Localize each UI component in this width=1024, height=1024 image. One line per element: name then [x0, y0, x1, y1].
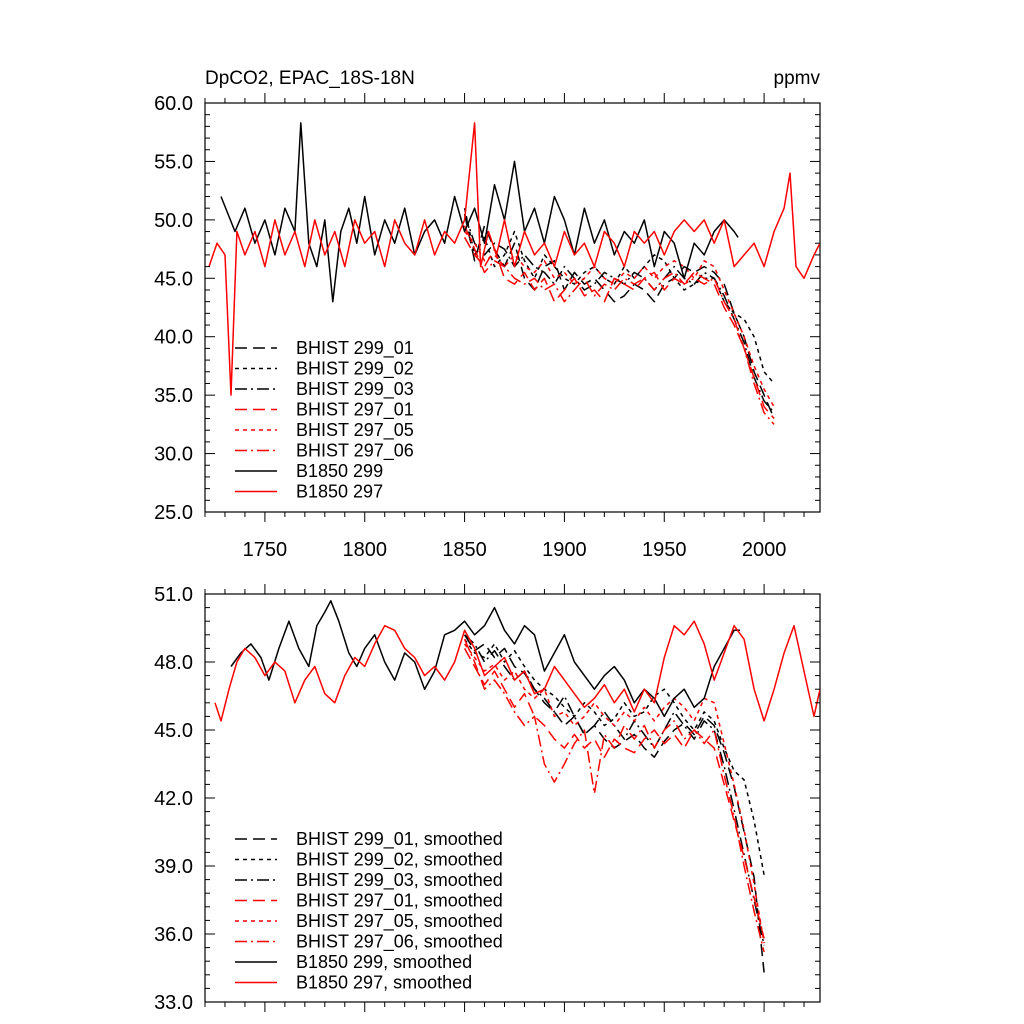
series-line-3	[463, 213, 775, 414]
legend-label: BHIST 299_02	[296, 359, 414, 380]
y-tick-label: 51.0	[154, 584, 193, 606]
panel-title-left: DpCO2, EPAC_18S-18N	[205, 68, 415, 89]
series-line-6	[463, 225, 775, 425]
y-tick-label: 42.0	[154, 788, 193, 810]
series-line-2	[463, 208, 775, 384]
legend-label: BHIST 299_02, smoothed	[296, 850, 503, 871]
legend-label: BHIST 299_01	[296, 338, 414, 359]
series-line-3	[464, 634, 765, 946]
series-line-7	[220, 122, 739, 303]
y-tick-label: 45.0	[154, 268, 193, 290]
y-tick-label: 50.0	[154, 210, 193, 232]
plot-frame	[204, 102, 821, 513]
legend-label: BHIST 297_06, smoothed	[296, 932, 503, 953]
legend-label: BHIST 297_01, smoothed	[296, 891, 503, 912]
panel-title-right: ppmv	[774, 68, 821, 89]
y-tick-label: 48.0	[154, 652, 193, 674]
series-line-7	[230, 600, 741, 718]
legend-label: BHIST 297_05, smoothed	[296, 911, 503, 932]
series-line-5	[463, 643, 765, 944]
x-tick-label: 1900	[542, 539, 587, 561]
legend-label: BHIST 299_03, smoothed	[296, 870, 503, 891]
series-line-6	[463, 638, 765, 953]
legend-label: BHIST 299_01, smoothed	[296, 829, 503, 850]
legend-label: BHIST 297_06	[296, 441, 414, 462]
x-tick-label: 2000	[742, 539, 787, 561]
y-tick-label: 36.0	[154, 924, 193, 946]
series-line-2	[463, 638, 765, 876]
y-tick-label: 45.0	[154, 720, 193, 742]
series-line-1	[463, 634, 765, 973]
y-tick-label: 60.0	[154, 93, 193, 115]
legend-label: B1850 299	[296, 461, 383, 481]
series-line-8	[208, 122, 820, 396]
bottom-panel: 33.0 36.0 39.0 42.0 45.0 48.0 51.0 BHIST 299_0…	[154, 584, 821, 1014]
series-line-5	[464, 231, 775, 408]
y-tick-label: 25.0	[154, 502, 193, 524]
top-panel: DpCO2, EPAC_18S-18N ppmv 25.0 30.0 35.0 40.…	[154, 68, 821, 561]
legend-label: BHIST 297_05	[296, 420, 414, 441]
y-tick-label: 40.0	[154, 327, 193, 349]
y-tick-label: 30.0	[154, 444, 193, 466]
x-tick-label: 1750	[243, 539, 288, 561]
y-tick-label: 55.0	[154, 151, 193, 173]
legend-label: B1850 297, smoothed	[296, 973, 472, 993]
x-tick-label: 1800	[342, 539, 387, 561]
x-tick-label: 1950	[642, 539, 687, 561]
legend-label: B1850 297	[296, 482, 383, 502]
series-line-4	[463, 648, 765, 939]
legend-label: BHIST 297_01	[296, 400, 414, 421]
legend-label: B1850 299, smoothed	[296, 952, 472, 972]
y-tick-label: 39.0	[154, 856, 193, 878]
legend-label: BHIST 299_03	[296, 379, 414, 400]
series-line-4	[463, 237, 775, 419]
y-tick-label: 35.0	[154, 385, 193, 407]
series-line-8	[214, 620, 820, 722]
x-tick-label: 1850	[442, 539, 487, 561]
y-tick-label: 33.0	[154, 992, 193, 1014]
